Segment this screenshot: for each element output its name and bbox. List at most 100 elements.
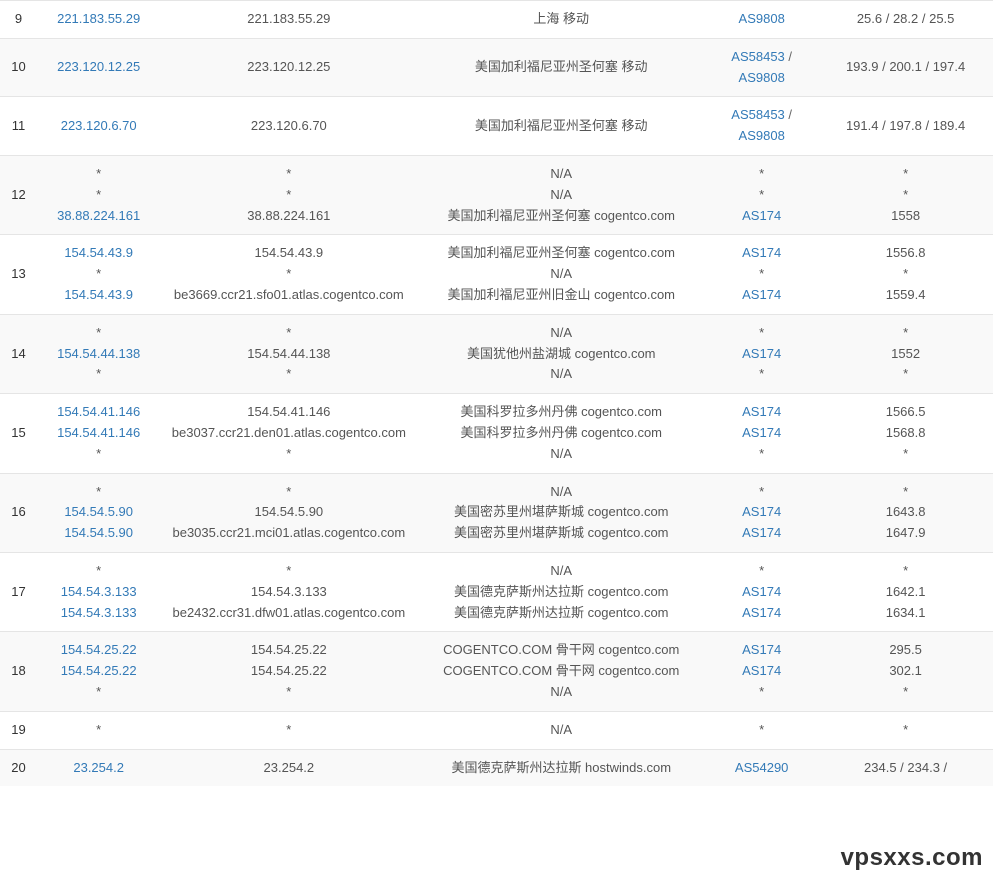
latency-cell: 1566.51568.8*	[818, 394, 993, 473]
watermark: vpsxxs.com	[841, 844, 983, 872]
hop-number: 18	[0, 632, 37, 711]
cell-text: *	[903, 722, 908, 737]
ip-cell: 223.120.6.70	[37, 97, 160, 156]
ip-cell: 154.54.25.22 154.54.25.22 *	[37, 632, 160, 711]
link-text[interactable]: 23.254.2	[73, 760, 124, 775]
link-text[interactable]: AS174	[742, 663, 781, 678]
location-cell: 美国科罗拉多州丹佛 cogentco.com美国科罗拉多州丹佛 cogentco…	[417, 394, 705, 473]
link-text[interactable]: 221.183.55.29	[57, 11, 140, 26]
cell-text: 1556.8	[886, 245, 926, 260]
latency-cell: 191.4 / 197.8 / 189.4	[818, 97, 993, 156]
cell-text: *	[96, 166, 101, 181]
cell-text: 1642.1	[886, 584, 926, 599]
cell-text: N/A	[550, 446, 572, 461]
cell-text: *	[759, 166, 764, 181]
link-text[interactable]: AS174	[742, 208, 781, 223]
link-text[interactable]: AS174	[742, 584, 781, 599]
hop-number: 17	[0, 552, 37, 631]
cell-text: *	[903, 166, 908, 181]
hop-number: 11	[0, 97, 37, 156]
latency-cell: 1556.8 * 1559.4	[818, 235, 993, 314]
link-text[interactable]: AS174	[742, 287, 781, 302]
link-text[interactable]: 223.120.12.25	[57, 59, 140, 74]
link-text[interactable]: AS9808	[739, 11, 785, 26]
link-text[interactable]: AS174	[742, 346, 781, 361]
link-text[interactable]: AS58453	[731, 49, 785, 64]
cell-text: 1634.1	[886, 605, 926, 620]
cell-text: *	[759, 325, 764, 340]
location-cell: 美国加利福尼亚州圣何塞 移动	[417, 38, 705, 97]
host-cell: *154.54.3.133be2432.ccr31.dfw01.atlas.co…	[160, 552, 417, 631]
host-cell: *	[160, 711, 417, 749]
link-text[interactable]: 154.54.43.9	[64, 287, 133, 302]
cell-text: 美国加利福尼亚州旧金山 cogentco.com	[447, 287, 675, 302]
host-cell: 154.54.41.146be3037.ccr21.den01.atlas.co…	[160, 394, 417, 473]
cell-text: *	[286, 722, 291, 737]
link-text[interactable]: 154.54.3.133	[61, 584, 137, 599]
cell-text: *	[96, 563, 101, 578]
cell-text: 295.5	[889, 642, 922, 657]
ip-cell: 23.254.2	[37, 749, 160, 786]
hop-number: 10	[0, 38, 37, 97]
cell-text: 1559.4	[886, 287, 926, 302]
link-text[interactable]: 154.54.43.9	[64, 245, 133, 260]
cell-text: *	[759, 366, 764, 381]
cell-text: 1643.8	[886, 504, 926, 519]
asn-cell: AS9808	[705, 1, 818, 39]
cell-text: N/A	[550, 684, 572, 699]
latency-cell: * 1552 *	[818, 314, 993, 393]
cell-text: *	[96, 684, 101, 699]
link-text[interactable]: AS174	[742, 525, 781, 540]
link-text[interactable]: 38.88.224.161	[57, 208, 140, 223]
latency-cell: 295.5302.1*	[818, 632, 993, 711]
table-row: 9221.183.55.29221.183.55.29上海 移动AS980825…	[0, 1, 993, 39]
cell-text: *	[96, 446, 101, 461]
link-text[interactable]: AS174	[742, 404, 781, 419]
link-text[interactable]: AS174	[742, 245, 781, 260]
cell-text: 美国科罗拉多州丹佛 cogentco.com	[460, 404, 662, 419]
link-text[interactable]: 154.54.5.90	[64, 525, 133, 540]
link-text[interactable]: 154.54.25.22	[61, 642, 137, 657]
traceroute-table: 9221.183.55.29221.183.55.29上海 移动AS980825…	[0, 0, 993, 786]
cell-text: 1552	[891, 346, 920, 361]
host-cell: 223.120.6.70	[160, 97, 417, 156]
ip-cell: 154.54.43.9*154.54.43.9	[37, 235, 160, 314]
table-row: 10223.120.12.25223.120.12.25美国加利福尼亚州圣何塞 …	[0, 38, 993, 97]
hop-number: 16	[0, 473, 37, 552]
link-text[interactable]: 223.120.6.70	[61, 118, 137, 133]
cell-text: *	[903, 366, 908, 381]
cell-text: 上海 移动	[533, 11, 589, 26]
link-text[interactable]: 154.54.3.133	[61, 605, 137, 620]
link-text[interactable]: AS174	[742, 504, 781, 519]
link-text[interactable]: AS174	[742, 642, 781, 657]
link-text[interactable]: 154.54.25.22	[61, 663, 137, 678]
link-text[interactable]: AS9808	[739, 128, 785, 143]
cell-text: N/A	[550, 563, 572, 578]
link-text[interactable]: 154.54.5.90	[64, 504, 133, 519]
location-cell: 美国加利福尼亚州圣何塞 移动	[417, 97, 705, 156]
host-cell: 221.183.55.29	[160, 1, 417, 39]
cell-text: *	[903, 684, 908, 699]
cell-text: 美国德克萨斯州达拉斯 cogentco.com	[454, 605, 669, 620]
link-text[interactable]: AS9808	[739, 70, 785, 85]
cell-text: *	[286, 325, 291, 340]
cell-text: *	[759, 446, 764, 461]
cell-text: *	[903, 325, 908, 340]
link-text[interactable]: AS54290	[735, 760, 789, 775]
latency-cell: *	[818, 711, 993, 749]
latency-cell: *1642.11634.1	[818, 552, 993, 631]
link-text[interactable]: 154.54.44.138	[57, 346, 140, 361]
host-cell: 154.54.25.22154.54.25.22*	[160, 632, 417, 711]
link-text[interactable]: AS174	[742, 605, 781, 620]
link-text[interactable]: 154.54.41.146	[57, 404, 140, 419]
link-text[interactable]: 154.54.41.146	[57, 425, 140, 440]
link-text[interactable]: AS58453	[731, 107, 785, 122]
table-row: 13154.54.43.9*154.54.43.9154.54.43.9*be3…	[0, 235, 993, 314]
cell-text: *	[286, 684, 291, 699]
hop-number: 9	[0, 1, 37, 39]
location-cell: 上海 移动	[417, 1, 705, 39]
table-row: 19**N/A**	[0, 711, 993, 749]
cell-text: *	[903, 266, 908, 281]
table-row: 12**38.88.224.161**38.88.224.161N/AN/A美国…	[0, 155, 993, 234]
link-text[interactable]: AS174	[742, 425, 781, 440]
